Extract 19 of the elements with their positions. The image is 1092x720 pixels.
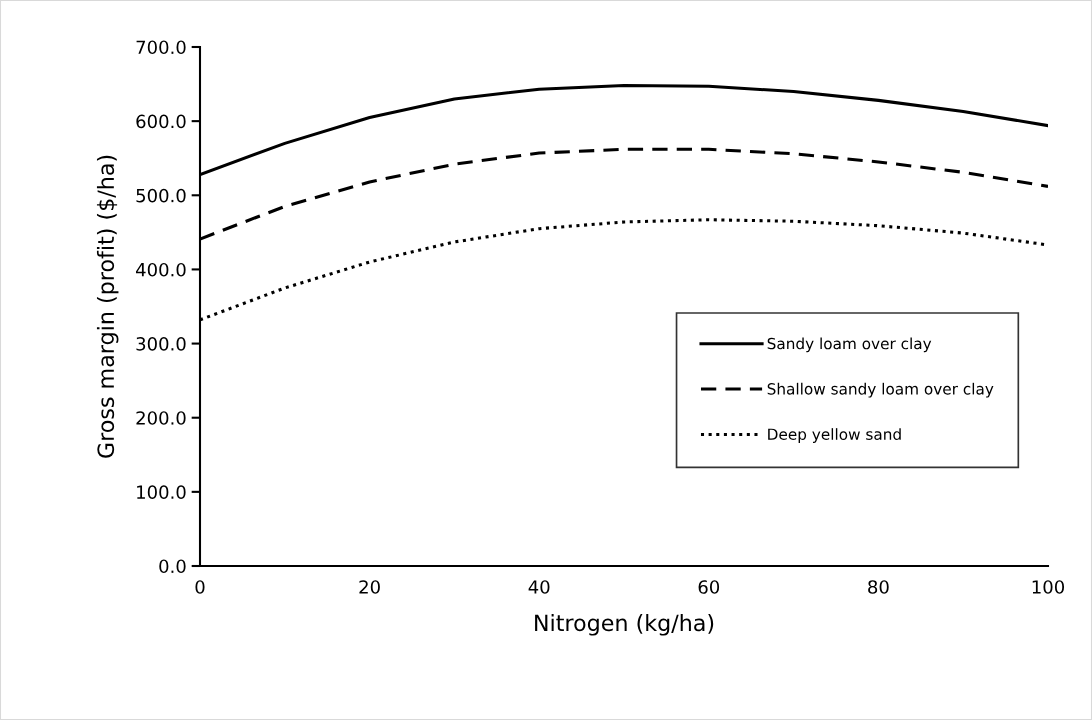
x-tick-label: 0 (195, 580, 205, 594)
legend-label: Shallow sandy loam over clay (767, 382, 994, 398)
y-tick-label: 200.0 (136, 411, 186, 425)
y-tick-label: 700.0 (136, 40, 186, 55)
y-axis-title: Gross margin (profit) ($/ha) (96, 155, 119, 458)
y-tick-label: 500.0 (136, 188, 186, 203)
y-tick-label: 600.0 (136, 114, 186, 129)
y-tick-label: 400.0 (136, 262, 186, 277)
legend-label: Deep yellow sand (768, 428, 901, 443)
y-tick-label: 0.0 (159, 559, 186, 574)
x-tick-label: 40 (528, 580, 550, 594)
y-tick-label: 100.0 (137, 485, 186, 499)
x-tick-label: 100 (1032, 580, 1065, 594)
x-axis-title: Nitrogen (kg/ha) (535, 614, 714, 636)
x-tick-label: 80 (868, 580, 889, 594)
legend-label: Sandy loam over clay (767, 337, 932, 353)
y-tick-label: 300.0 (136, 337, 186, 351)
x-tick-label: 60 (698, 580, 720, 594)
x-tick-label: 20 (359, 580, 380, 594)
